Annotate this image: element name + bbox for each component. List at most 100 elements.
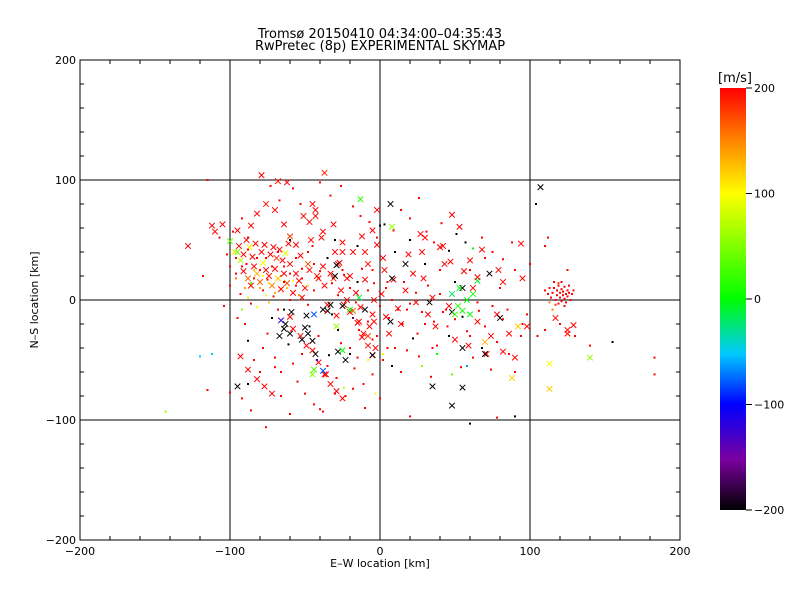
scatter-dot-point (446, 325, 449, 328)
scatter-cross-point (429, 294, 436, 301)
scatter-cross-point (303, 312, 310, 319)
scatter-dot-point (544, 245, 546, 247)
scatter-dot-point (239, 293, 242, 295)
scatter-cross-point (262, 200, 270, 208)
scatter-dot-point (571, 293, 573, 295)
scatter-dot-point (322, 410, 324, 413)
scatter-dot-point (247, 339, 249, 342)
scatter-cross-point (402, 260, 409, 268)
scatter-dot-point (229, 391, 231, 394)
scatter-dot-point (352, 205, 354, 208)
scatter-dot-point (292, 362, 294, 365)
scatter-dot-point (569, 299, 572, 301)
scatter-dot-point (299, 203, 302, 205)
scatter-dot-point (358, 329, 360, 331)
scatter-cross-point (339, 347, 346, 354)
scatter-dot-point (319, 270, 321, 273)
scatter-dot-point (352, 317, 354, 319)
scatter-dot-point (481, 236, 483, 239)
x-tick-label: −100 (215, 545, 245, 558)
scatter-cross-point (459, 284, 466, 292)
scatter-dot-point (385, 287, 387, 289)
scatter-cross-point (334, 348, 342, 355)
scatter-dot-point (376, 236, 378, 239)
scatter-dot-point (478, 309, 480, 312)
scatter-cross-point (517, 240, 525, 247)
scatter-dot-point (292, 279, 294, 282)
scatter-dot-point (307, 284, 309, 287)
scatter-cross-point (304, 260, 312, 268)
scatter-dot-point (340, 342, 342, 345)
scatter-cross-point (459, 307, 466, 314)
scatter-cross-point (312, 350, 319, 358)
scatter-dot-point (313, 289, 315, 292)
scatter-cross-point (361, 276, 369, 283)
scatter-dot-point (490, 368, 492, 371)
scatter-dot-point (298, 294, 300, 297)
scatter-dot-point (484, 325, 486, 328)
scatter-cross-point (339, 395, 346, 402)
scatter-cross-point (474, 274, 481, 281)
scatter-cross-point (300, 212, 307, 220)
scatter-dot-point (440, 222, 443, 225)
scatter-dot-point (548, 287, 551, 289)
scatter-dot-point (278, 199, 281, 202)
scatter-dot-point (301, 267, 303, 270)
scatter-cross-point (327, 380, 334, 388)
scatter-cross-point (282, 320, 289, 328)
scatter-cross-point (250, 263, 258, 270)
chart-subtitle: RwPretec (8p) EXPERIMENTAL SKYMAP (255, 39, 505, 54)
scatter-cross-point (405, 251, 412, 258)
scatter-dot-point (349, 353, 351, 355)
scatter-cross-point (397, 320, 405, 328)
scatter-dot-point (274, 291, 276, 294)
scatter-cross-point (388, 223, 396, 230)
scatter-cross-point (301, 324, 309, 331)
scatter-dot-point (439, 293, 441, 295)
scatter-cross-point (358, 334, 366, 341)
scatter-dot-point (226, 253, 228, 256)
scatter-dot-point (514, 371, 516, 373)
y-tick-label: −100 (46, 414, 76, 427)
scatter-dot-point (296, 380, 299, 383)
scatter-cross-point (303, 342, 310, 349)
scatter-cross-point (258, 172, 265, 179)
scatter-dot-point (559, 323, 561, 325)
scatter-cross-point (349, 248, 357, 256)
scatter-cross-point (445, 302, 453, 310)
scatter-dot-point (421, 311, 423, 313)
scatter-dot-point (316, 359, 318, 361)
scatter-dot-point (164, 410, 167, 413)
scatter-dot-point (250, 409, 252, 412)
scatter-dot-point (253, 277, 255, 280)
scatter-cross-point (321, 169, 328, 176)
scatter-dot-point (451, 373, 453, 376)
scatter-cross-point (240, 268, 247, 275)
scatter-dot-point (364, 407, 366, 409)
scatter-cross-point (319, 263, 327, 270)
scatter-dot-point (295, 284, 297, 287)
scatter-dot-point (289, 239, 291, 241)
scatter-dot-point (334, 392, 336, 395)
data-points (164, 169, 656, 429)
scatter-cross-point (297, 332, 304, 340)
scatter-cross-point (312, 212, 319, 220)
scatter-dot-point (416, 332, 419, 335)
scatter-dot-point (289, 413, 291, 415)
scatter-dot-point (406, 349, 408, 352)
colorbar-tick-label: 100 (754, 188, 775, 201)
x-tick-label: −200 (65, 545, 95, 558)
scatter-cross-point (364, 332, 372, 340)
scatter-dot-point (325, 311, 327, 313)
scatter-cross-point (456, 223, 463, 230)
scatter-dot-point (554, 299, 557, 301)
scatter-dot-point (560, 281, 563, 283)
scatter-dot-point (253, 359, 255, 361)
scatter-dot-point (202, 275, 204, 277)
scatter-cross-point (235, 242, 243, 250)
scatter-dot-point (218, 236, 221, 239)
scatter-cross-point (261, 241, 268, 248)
scatter-dot-point (326, 365, 329, 367)
scatter-cross-point (496, 314, 504, 322)
scatter-dot-point (484, 257, 486, 259)
